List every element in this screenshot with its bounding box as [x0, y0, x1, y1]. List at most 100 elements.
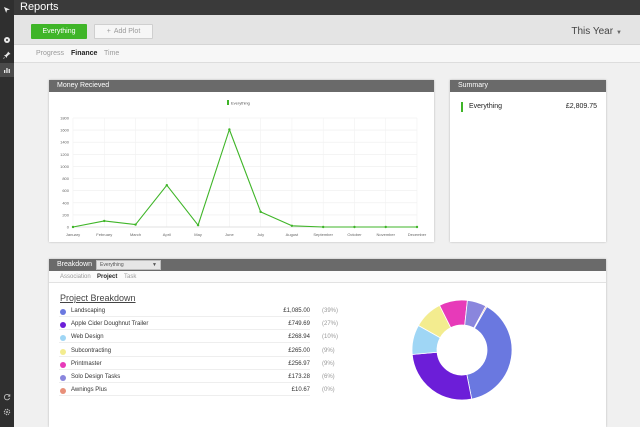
settings-icon[interactable]: [0, 405, 14, 419]
data-point: [259, 210, 262, 214]
x-tick-label: April: [163, 232, 171, 237]
legend-row[interactable]: Web Design £268.94 (10%): [59, 333, 338, 344]
left-rail: [0, 0, 14, 427]
y-tick-label: 600: [62, 188, 69, 193]
legend-color-dot: [60, 309, 66, 315]
tab-task[interactable]: Task: [124, 274, 137, 280]
sync-icon[interactable]: [0, 390, 14, 404]
legend-percent: (6%): [322, 374, 335, 380]
project-donut-chart: [411, 299, 513, 401]
y-tick-label: 1600: [60, 128, 70, 133]
money-received-panel: Money Recieved 0 200 400 600 800 1000 1200 1400…: [49, 80, 434, 242]
tab-association[interactable]: Association: [60, 274, 91, 280]
everything-button[interactable]: Everything: [31, 24, 87, 39]
series-line: [72, 128, 417, 228]
y-tick-label: 1200: [60, 152, 70, 157]
legend-name: Web Design: [71, 334, 104, 341]
legend-row[interactable]: Subcontracting £265.00 (9%): [59, 347, 335, 357]
legend-row[interactable]: Printmaster £256.97 (9%): [59, 360, 335, 370]
data-point: [165, 184, 169, 187]
data-point: [134, 223, 137, 226]
arrow-icon[interactable]: [0, 3, 14, 17]
x-tick-label: November: [377, 232, 396, 237]
x-tick-label: August: [286, 232, 299, 237]
money-received-chart: 0 200 400 600 800 1000 1200 1400 1600 1800 January…: [60, 100, 427, 237]
breakdown-select-value: Everything: [100, 262, 124, 268]
summary-title: Summary: [450, 80, 606, 92]
add-plot-label: Add Plot: [113, 28, 141, 35]
legend-percent: (10%): [322, 334, 339, 341]
legend-amount: £256.97: [288, 360, 310, 367]
legend-color-dot: [60, 375, 66, 381]
tab-project[interactable]: Project: [97, 274, 118, 280]
summary-panel: Summary Everything £2,809.75: [450, 80, 606, 242]
breakdown-heading: Project Breakdown: [60, 293, 136, 303]
report-tabs: Progress Finance Time: [14, 45, 640, 63]
x-tick-label: December: [408, 232, 427, 237]
donut-slice: [411, 351, 473, 401]
legend-swatch: [227, 100, 229, 105]
legend-amount: £265.00: [288, 347, 310, 354]
chevron-down-icon: ▼: [616, 30, 622, 36]
chart-icon[interactable]: [0, 63, 14, 77]
legend-name: Subcontracting: [71, 347, 112, 354]
data-point: [228, 128, 231, 131]
data-point: [103, 219, 106, 223]
legend-label: Everything: [231, 101, 250, 106]
money-received-title: Money Recieved: [49, 80, 434, 92]
legend-percent: (0%): [322, 387, 335, 394]
legend-row[interactable]: Landscaping £1,085.00 (39%): [59, 307, 338, 317]
legend-amount: £10.67: [291, 387, 310, 394]
legend-amount: £1,085.00: [283, 308, 310, 314]
x-tick-label: January: [66, 232, 80, 237]
legend-percent: (39%): [322, 308, 339, 314]
period-label: This Year: [571, 26, 614, 37]
tab-progress[interactable]: Progress: [36, 50, 65, 57]
donut-slice: [466, 306, 513, 400]
disc-icon[interactable]: [0, 33, 14, 47]
x-tick-label: September: [313, 232, 333, 237]
summary-color-bar: [461, 102, 463, 112]
breakdown-select[interactable]: Everything ▼: [96, 260, 161, 270]
legend-name: Landscaping: [71, 308, 106, 314]
x-tick-label: October: [347, 232, 362, 237]
y-tick-label: 1800: [60, 116, 70, 121]
x-tick-label: March: [130, 232, 141, 237]
tab-time[interactable]: Time: [104, 50, 120, 57]
y-tick-label: 1400: [60, 140, 70, 145]
legend-amount: £749.69: [288, 321, 310, 328]
summary-row[interactable]: Everything £2,809.75: [461, 102, 597, 112]
legend-percent: (9%): [322, 360, 335, 367]
pin-icon[interactable]: [0, 48, 14, 62]
data-point: [353, 225, 356, 229]
breakdown-title: Breakdown: [57, 261, 93, 268]
title-bar: Reports: [14, 0, 640, 15]
legend-name: Apple Cider Doughnut Trailer: [71, 321, 149, 328]
legend-color-dot: [60, 361, 66, 368]
breakdown-panel: Breakdown Everything ▼ Association Proje…: [49, 259, 606, 427]
period-dropdown[interactable]: This Year ▼: [571, 26, 622, 37]
x-tick-label: May: [194, 232, 202, 237]
data-point: [196, 223, 200, 227]
legend-row[interactable]: Awnings Plus £10.67 (0%): [59, 386, 335, 397]
data-point: [71, 225, 75, 229]
add-plot-button[interactable]: + Add Plot: [94, 24, 153, 39]
legend-name: Printmaster: [71, 360, 102, 367]
legend-percent: (9%): [322, 347, 335, 354]
x-tick-label: June: [225, 232, 234, 237]
data-point: [321, 225, 325, 229]
legend-row[interactable]: Apple Cider Doughnut Trailer £749.69 (27%): [59, 320, 338, 331]
summary-name: Everything: [469, 103, 503, 110]
x-tick-label: July: [257, 232, 264, 237]
y-tick-label: 800: [62, 176, 69, 181]
tab-finance[interactable]: Finance: [71, 50, 98, 57]
legend-name: Awnings Plus: [71, 387, 107, 394]
legend-amount: £268.94: [288, 334, 310, 341]
x-tick-label: February: [96, 232, 112, 237]
legend-row[interactable]: Solo Design Tasks £173.28 (6%): [59, 373, 335, 383]
data-point: [290, 224, 294, 227]
toolbar: Everything + Add Plot This Year ▼: [14, 15, 640, 45]
y-tick-label: 400: [62, 200, 69, 205]
data-point: [415, 225, 419, 229]
legend-name: Solo Design Tasks: [71, 374, 121, 380]
